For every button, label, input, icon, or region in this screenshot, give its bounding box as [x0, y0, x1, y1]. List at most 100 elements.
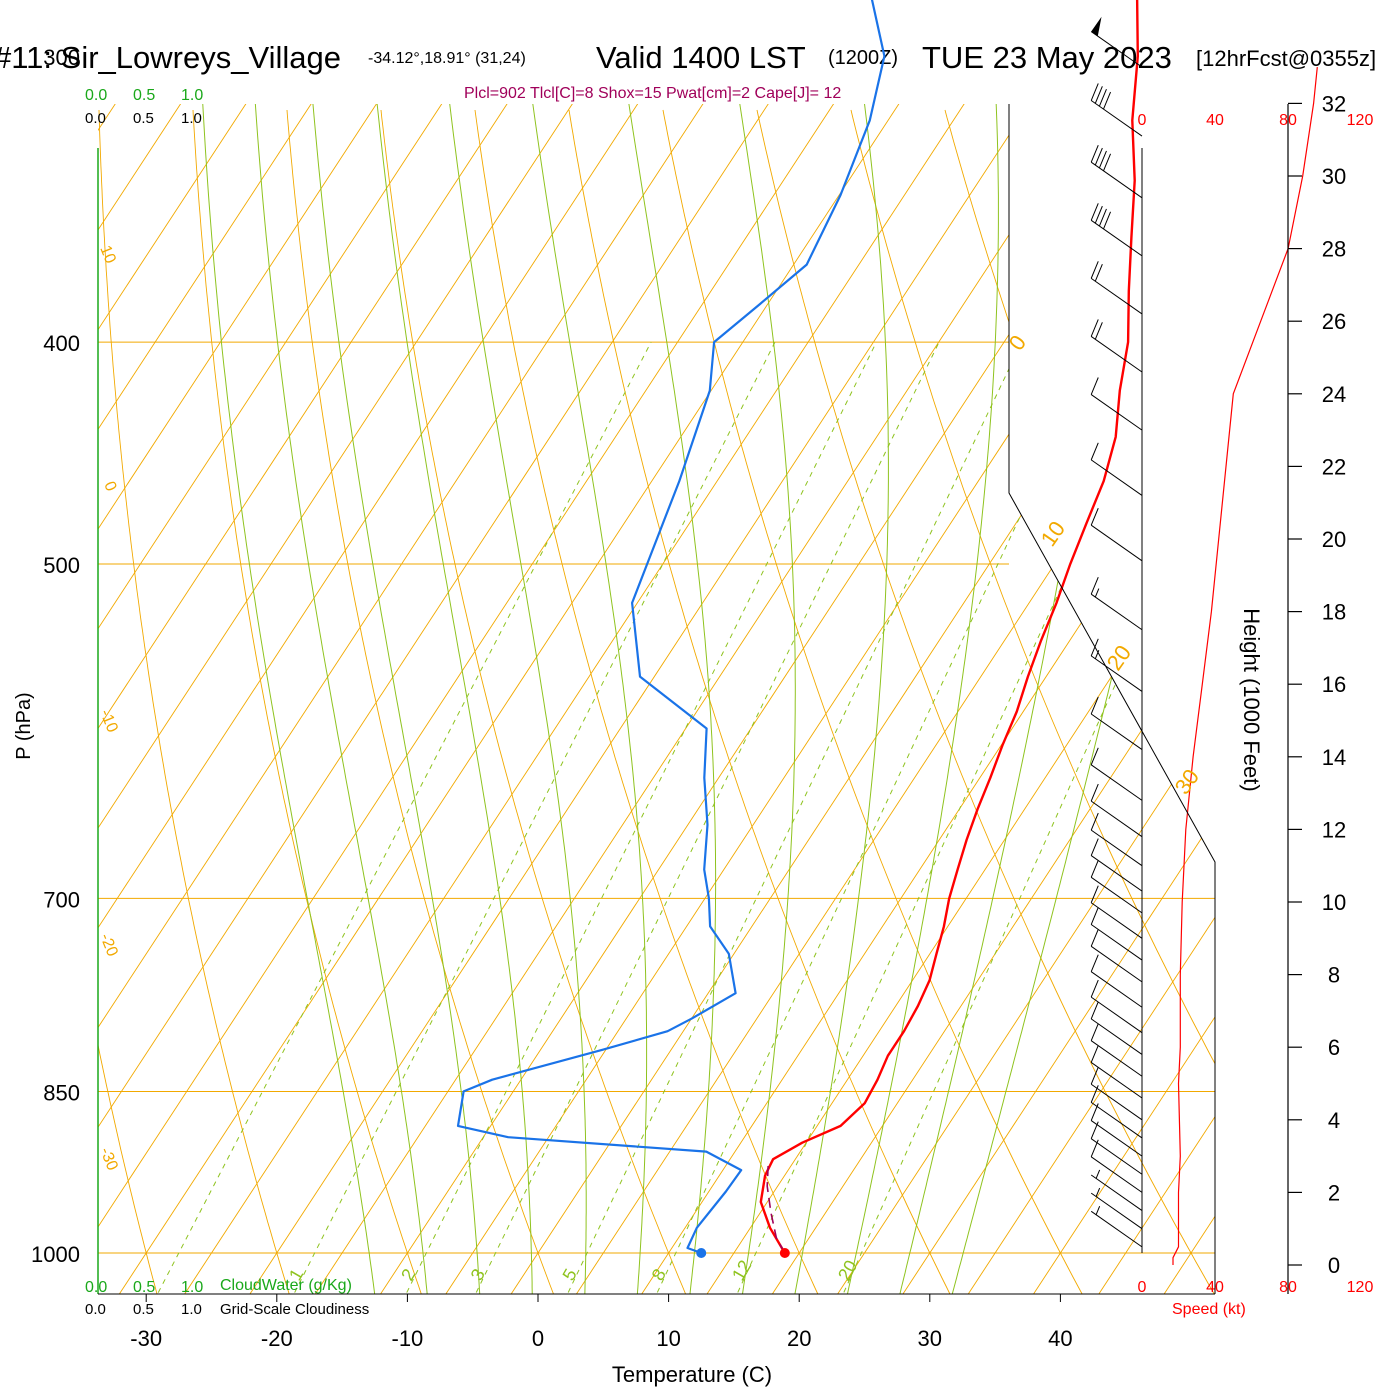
wind-barb-staff: [1090, 829, 1143, 867]
dry-adiabat-30: [568, 109, 951, 1294]
wind-barb: [1090, 1103, 1143, 1157]
speed-tick-top-0: 0: [1138, 112, 1147, 129]
wind-barb: [1090, 507, 1143, 562]
isotherm-label-1: 0: [100, 479, 119, 494]
isotherm--40: [98, 104, 919, 1254]
isotherm-ext-5: [576, 1252, 604, 1294]
height-tick-label-2: 2: [1328, 1180, 1340, 1205]
isotherm-ext-15: [706, 1252, 735, 1294]
wind-barb-pennant: [1091, 16, 1102, 37]
wind-barb: [1090, 885, 1143, 939]
x-tick-label-10: 10: [656, 1326, 680, 1351]
cloudwater-tick-1-bottom: 0.5: [133, 1279, 155, 1296]
wind-barb: [1090, 747, 1143, 801]
isotherm--105: [0, 0, 69, 1253]
height-tick-label-22: 22: [1322, 454, 1346, 479]
isotherm--45: [98, 104, 854, 1254]
wind-barb-full: [1090, 1023, 1099, 1041]
wind-barb-full: [1090, 696, 1099, 715]
wind-barb: [1090, 1001, 1143, 1055]
wind-speed-line: [1172, 67, 1318, 1265]
moist-adiabat--6: [244, 104, 429, 1294]
isotherm-ext-50: [1163, 1252, 1192, 1294]
wind-barb-staff: [1090, 394, 1143, 431]
isotherm--35: [98, 104, 984, 1254]
wind-barb: [1090, 319, 1143, 373]
mixing-ratio-label-20: 20: [834, 1257, 861, 1284]
wind-barb-full: [1090, 907, 1099, 925]
isotherm--100: [98, 104, 136, 1254]
wind-barb-full: [1090, 319, 1099, 337]
wind-barb-half: [1094, 650, 1100, 659]
wind-barb-full: [1090, 1067, 1099, 1085]
isotherm-5: [602, 104, 1215, 1254]
wind-barb-full: [1103, 211, 1112, 230]
wind-barb-full: [1090, 747, 1099, 765]
isotherm--85: [98, 104, 331, 1254]
height-tick-label-24: 24: [1322, 382, 1346, 407]
wind-barb-staff: [1090, 902, 1143, 939]
mixing-ratio-line-0.4: [153, 341, 652, 1294]
wind-barb: [1090, 203, 1143, 257]
wind-barb: [1090, 1139, 1143, 1193]
forecast-info: [12hrFcst@0355z]: [1196, 46, 1376, 71]
x-tick-label-40: 40: [1048, 1326, 1072, 1351]
wind-barb-half: [1095, 1169, 1101, 1179]
wind-barb-full: [1090, 203, 1099, 221]
wind-barb-staff: [1090, 100, 1143, 137]
dewpoint-line: [456, 0, 886, 1255]
dry-adiabat--30: [98, 110, 158, 1294]
isotherm-0: [537, 104, 1215, 1254]
wind-barb-half: [1095, 1206, 1101, 1215]
wind-barb: [1090, 261, 1143, 315]
wind-barb: [1090, 1121, 1143, 1175]
wind-barb-full: [1090, 929, 1099, 947]
height-tick-label-16: 16: [1322, 672, 1346, 697]
p-tick-label-850: 850: [43, 1080, 80, 1105]
isotherm-label-3: -20: [96, 931, 120, 959]
wind-barb-full: [1094, 322, 1103, 340]
wind-barb-staff: [1090, 764, 1143, 801]
isotherm-label-0: 10: [96, 243, 118, 266]
p-tick-label-400: 400: [43, 331, 80, 356]
height-tick-label-4: 4: [1328, 1108, 1340, 1133]
sounding-profiles: [456, 0, 1139, 1258]
wind-barb: [1090, 377, 1143, 431]
wind-barb-staff: [1090, 1040, 1143, 1077]
isotherm-ext--20: [249, 1252, 278, 1294]
x-axis-title: Temperature (C): [612, 1362, 772, 1387]
wind-barb-staff: [1090, 1138, 1143, 1175]
mixing-ratio-label-5: 5: [559, 1265, 581, 1284]
wind-barb-full: [1090, 442, 1099, 461]
wind-barb: [1090, 783, 1143, 838]
mixing-ratio-line-20: [839, 341, 1215, 1294]
height-tick-label-30: 30: [1322, 164, 1346, 189]
wind-barb-full: [1098, 89, 1107, 107]
wind-barb: [1090, 442, 1143, 496]
cloudwater-tick-0-bottom: 0.0: [85, 1279, 107, 1296]
cloudwater-label: CloudWater (g/Kg): [220, 1277, 352, 1294]
wind-barb-full: [1090, 83, 1099, 101]
moist-adiabat-6: [427, 104, 587, 1294]
wind-barb-staff: [1090, 1083, 1143, 1121]
wind-barb-staff: [1090, 655, 1143, 692]
height-tick-label-6: 6: [1328, 1035, 1340, 1060]
cloudiness-tick-2-bottom: 1.0: [181, 1301, 202, 1318]
isotherm-ext-25: [837, 1252, 865, 1294]
isotherm--90: [98, 104, 266, 1254]
speed-tick-top-3: 120: [1347, 112, 1374, 129]
wind-barb-full: [1090, 1103, 1099, 1121]
wind-barb-full: [1090, 885, 1099, 903]
wind-barb-staff: [1090, 996, 1143, 1034]
isotherm--70: [98, 104, 527, 1254]
wind-barb-staff: [1090, 1120, 1143, 1157]
x-tick-label--10: -10: [392, 1326, 424, 1351]
cloudiness-tick-0-bottom: 0.0: [85, 1301, 106, 1318]
isotherm--15: [341, 104, 1215, 1254]
isotherm-label-2: -10: [96, 707, 120, 735]
speed-tick-bottom-3: 120: [1347, 1279, 1374, 1296]
cloudiness-label: Grid-Scale Cloudiness: [220, 1301, 369, 1318]
wind-barb-full: [1090, 838, 1099, 856]
isotherm--60: [98, 104, 658, 1254]
moist-adiabat--10: [195, 104, 377, 1294]
